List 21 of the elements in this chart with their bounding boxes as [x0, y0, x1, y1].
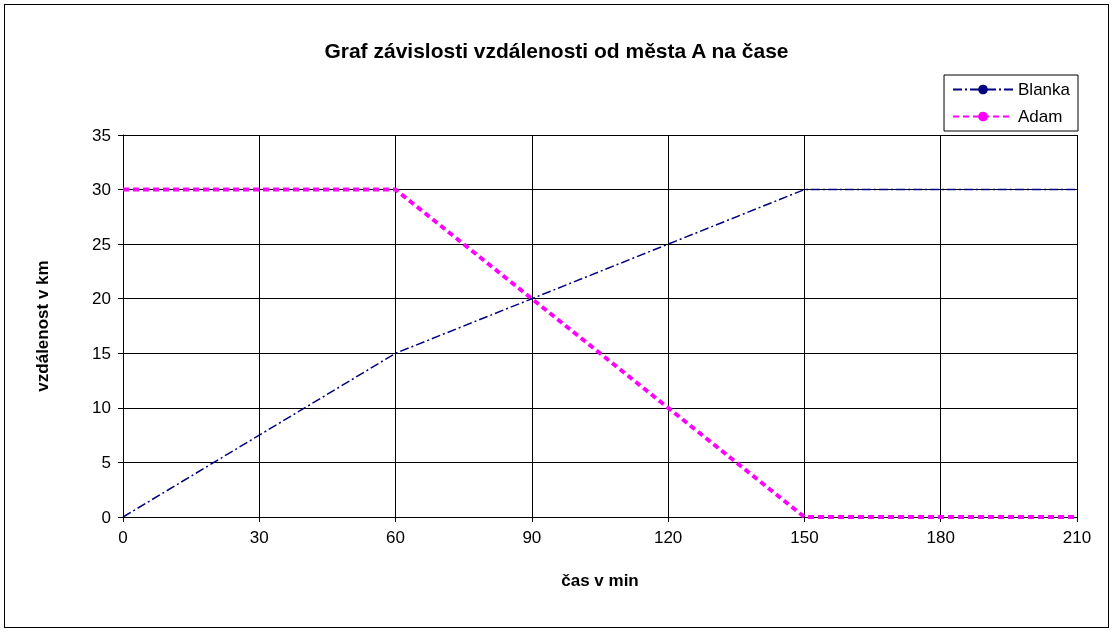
- x-tick-label: 150: [790, 528, 819, 547]
- y-tick-label: 0: [101, 507, 111, 527]
- x-tick-label: 60: [386, 528, 406, 547]
- x-tick-label: 120: [653, 528, 683, 547]
- y-tick-label: 20: [92, 289, 111, 309]
- x-tick-label: 90: [522, 528, 542, 547]
- y-tick-label: 25: [92, 234, 111, 254]
- y-tick-label: 5: [101, 452, 111, 472]
- chart-title: Graf závislosti vzdálenosti od města A na čase: [324, 39, 789, 62]
- y-axis-title: vzdálenost v km: [33, 260, 52, 392]
- x-tick-label: 0: [118, 528, 128, 547]
- x-tick-label: 180: [926, 528, 955, 547]
- y-tick-label: 30: [92, 180, 111, 200]
- x-axis-title: čas v min: [561, 571, 639, 590]
- y-tick-label: 35: [92, 125, 111, 145]
- legend-label: Adam: [1018, 107, 1063, 126]
- y-tick-label: 10: [92, 398, 111, 418]
- x-tick-label: 210: [1062, 528, 1092, 547]
- y-tick-label: 15: [92, 343, 111, 363]
- x-tick-label: 30: [249, 528, 269, 547]
- legend-label: Blanka: [1018, 80, 1071, 99]
